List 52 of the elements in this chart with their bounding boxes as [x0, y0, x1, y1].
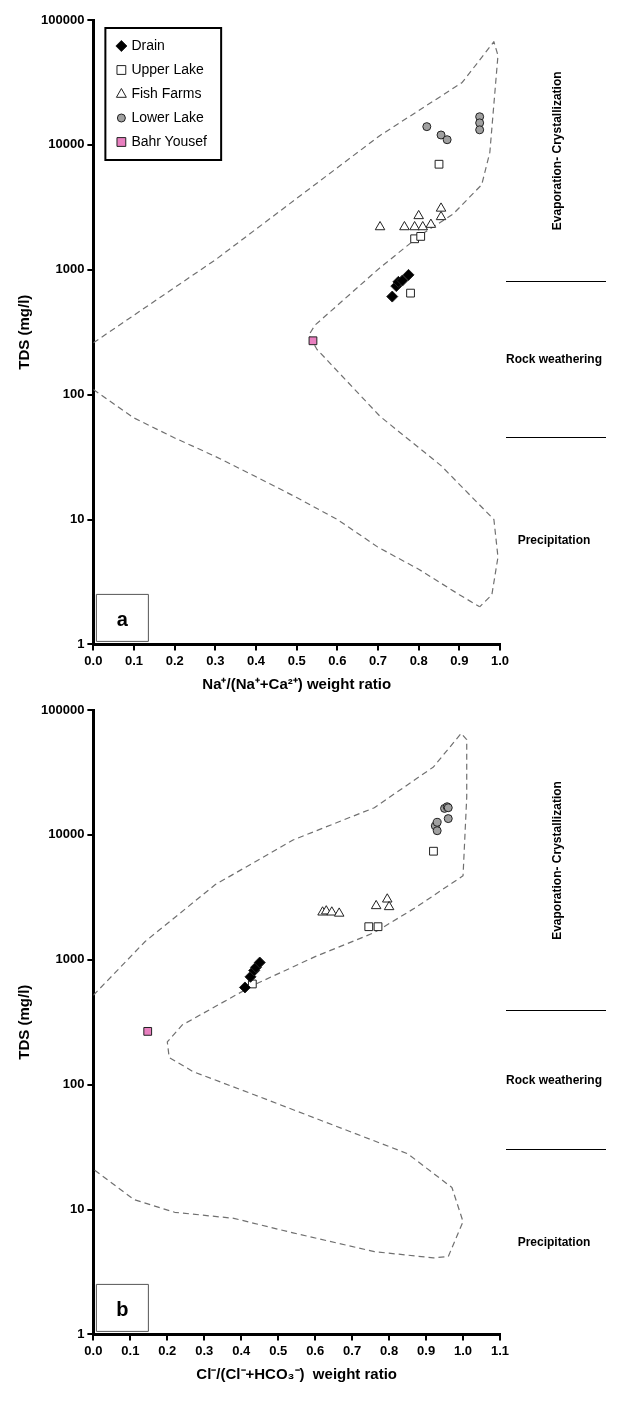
x-tick-label: 0.3	[206, 652, 225, 668]
legend-label: Drain	[131, 36, 165, 53]
x-tick-label: 0.8	[380, 1342, 399, 1358]
x-tick-label: 0.4	[246, 652, 266, 668]
x-tick-label: 0.6	[306, 1342, 325, 1358]
x-tick-label: 0.1	[121, 1342, 140, 1358]
y-axis-title: TDS (mg/l)	[15, 294, 33, 370]
y-tick-label: 10000	[48, 136, 85, 152]
x-tick-label: 0.8	[409, 652, 428, 668]
x-tick-label: 0.2	[158, 1342, 177, 1358]
y-tick-label: 10	[69, 511, 85, 527]
x-tick-label: 1.0	[454, 1342, 473, 1358]
x-axis-title: Cl⁻/(Cl⁻+HCO₃⁻) weight ratio	[196, 1365, 398, 1383]
legend-label: Lower Lake	[131, 108, 204, 125]
text: Evaporation- Crystallization	[550, 781, 565, 940]
legend-label: Bahr Yousef	[131, 132, 207, 149]
y-tick-label: 1	[77, 635, 85, 651]
legend-label: Fish Farms	[131, 84, 202, 101]
x-tick-label: 0.0	[84, 1342, 103, 1358]
y-axis-title: TDS (mg/l)	[15, 984, 33, 1060]
x-tick-label: 0.6	[328, 652, 347, 668]
x-tick-label: 0.4	[232, 1342, 252, 1358]
x-axis-title: Na⁺/(Na⁺+Ca²⁺) weight ratio	[202, 675, 392, 693]
x-tick-label: 0.7	[343, 1342, 362, 1358]
y-tick-label: 100000	[40, 11, 85, 27]
x-tick-label: 0.7	[368, 652, 388, 668]
annotation: b	[116, 1297, 129, 1320]
text: Precipitation	[517, 533, 591, 548]
x-tick-label: 0.1	[125, 652, 144, 668]
text: Rock weathering	[505, 1072, 603, 1087]
y-tick-label: 100	[62, 386, 85, 402]
text: Rock weathering	[505, 351, 603, 366]
y-tick-label: 1000	[55, 261, 85, 277]
y-tick-label: 10	[69, 1201, 85, 1217]
legend-label: Upper Lake	[131, 60, 204, 77]
x-tick-label: 0.5	[269, 1342, 288, 1358]
y-tick-label: 100000	[40, 701, 85, 717]
x-tick-label: 0.9	[417, 1342, 436, 1358]
x-tick-label: 1.0	[490, 652, 510, 668]
y-tick-label: 10000	[48, 826, 85, 842]
x-tick-label: 0.9	[450, 652, 469, 668]
text: Precipitation	[517, 1234, 591, 1249]
y-tick-label: 1000	[55, 951, 85, 967]
x-tick-label: 0.3	[195, 1342, 214, 1358]
x-tick-label: 0.0	[84, 652, 103, 668]
x-tick-label: 1.1	[490, 1342, 510, 1358]
x-tick-label: 0.2	[165, 652, 184, 668]
y-tick-label: 100	[62, 1076, 85, 1092]
annotation: a	[116, 607, 129, 630]
text: Evaporation- Crystallization	[550, 71, 565, 231]
y-tick-label: 1	[77, 1325, 85, 1341]
x-tick-label: 0.5	[287, 652, 306, 668]
